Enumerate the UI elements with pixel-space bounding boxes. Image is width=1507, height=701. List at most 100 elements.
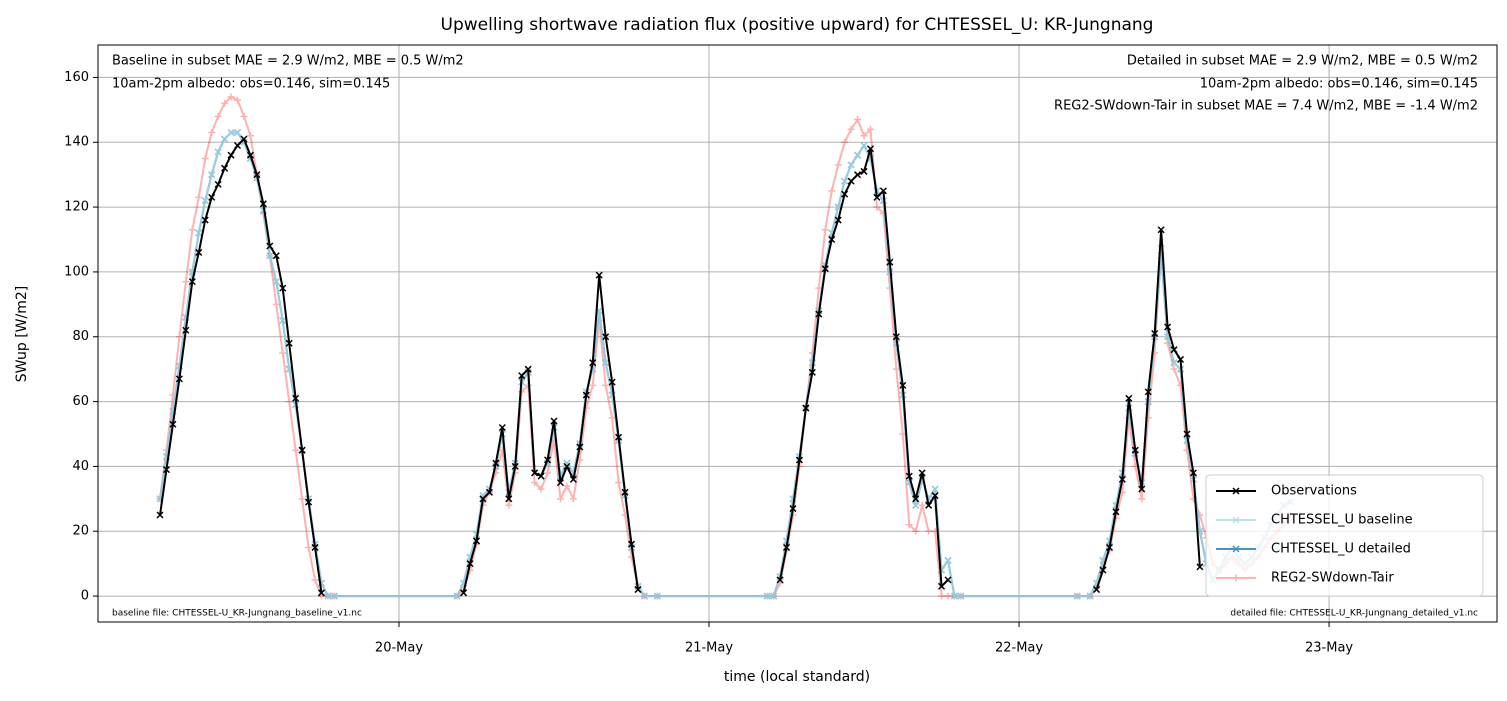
marker xyxy=(847,125,855,133)
marker xyxy=(918,501,926,509)
marker xyxy=(201,216,209,224)
marker xyxy=(1093,586,1101,594)
marker xyxy=(175,375,183,383)
marker xyxy=(214,180,222,188)
marker xyxy=(1073,592,1081,600)
marker xyxy=(866,145,875,153)
marker xyxy=(266,242,274,250)
marker xyxy=(873,203,881,211)
marker xyxy=(511,462,519,470)
marker xyxy=(518,372,526,380)
marker xyxy=(879,187,887,195)
marker xyxy=(1170,365,1178,373)
legend-label: CHTESSEL_U baseline xyxy=(1271,513,1413,528)
marker xyxy=(479,495,487,503)
marker xyxy=(841,190,849,198)
marker xyxy=(634,586,642,594)
marker xyxy=(556,479,564,487)
marker xyxy=(208,171,216,179)
marker xyxy=(1170,346,1178,354)
marker xyxy=(950,592,958,600)
y-tick-label: 60 xyxy=(72,394,89,409)
legend-box xyxy=(1205,474,1484,597)
marker xyxy=(537,472,545,480)
marker xyxy=(234,96,242,104)
marker xyxy=(188,226,196,234)
marker xyxy=(188,278,196,286)
marker xyxy=(156,511,164,519)
marker xyxy=(195,229,203,237)
marker xyxy=(246,132,254,140)
marker xyxy=(544,469,552,477)
marker xyxy=(892,333,900,341)
marker xyxy=(1189,469,1197,477)
marker xyxy=(240,135,248,143)
marker xyxy=(834,216,842,224)
marker xyxy=(912,495,920,503)
marker xyxy=(453,592,461,600)
marker xyxy=(175,333,183,341)
marker xyxy=(938,582,946,590)
series-line xyxy=(159,138,1201,594)
marker xyxy=(925,501,933,509)
marker xyxy=(763,592,771,600)
annotation: 10am-2pm albedo: obs=0.146, sim=0.145 xyxy=(1200,77,1478,92)
marker xyxy=(918,469,926,477)
legend-label: CHTESSEL_U detailed xyxy=(1271,542,1411,557)
y-axis-label: SWup [W/m2] xyxy=(14,286,30,382)
series xyxy=(156,135,1204,597)
marker xyxy=(854,171,862,179)
marker xyxy=(505,501,513,509)
marker xyxy=(957,592,965,600)
marker xyxy=(227,151,235,159)
legend-item xyxy=(1216,516,1256,524)
marker xyxy=(795,456,803,464)
marker xyxy=(595,271,603,279)
y-tick-label: 100 xyxy=(64,264,89,279)
marker xyxy=(1164,323,1172,331)
x-tick-label: 21-May xyxy=(685,641,733,656)
marker xyxy=(221,99,229,107)
marker xyxy=(272,278,280,286)
marker xyxy=(460,589,468,597)
marker xyxy=(828,235,836,244)
marker xyxy=(615,479,623,487)
marker xyxy=(899,381,907,389)
marker xyxy=(305,543,313,551)
marker xyxy=(1170,359,1178,367)
marker xyxy=(1112,508,1120,516)
marker xyxy=(602,333,610,341)
marker xyxy=(298,446,306,454)
marker xyxy=(866,125,874,133)
marker xyxy=(1138,495,1146,503)
y-tick-label: 0 xyxy=(81,589,89,604)
marker xyxy=(550,417,558,425)
legend-item xyxy=(1216,487,1256,495)
marker xyxy=(576,443,584,451)
marker xyxy=(221,164,229,172)
marker xyxy=(1118,475,1126,483)
marker xyxy=(621,488,629,496)
marker xyxy=(1125,394,1133,402)
marker xyxy=(789,505,797,513)
marker xyxy=(524,365,532,373)
marker xyxy=(285,398,293,406)
marker xyxy=(208,129,216,137)
marker xyxy=(214,112,222,120)
marker xyxy=(233,128,242,137)
legend-marker xyxy=(1232,516,1240,524)
marker xyxy=(279,349,287,357)
marker xyxy=(317,589,326,597)
y-tick-label: 80 xyxy=(72,329,89,344)
marker xyxy=(195,193,203,201)
y-tick-label: 160 xyxy=(64,70,89,85)
marker xyxy=(298,495,306,503)
marker xyxy=(1196,563,1204,571)
marker xyxy=(802,404,810,412)
marker xyxy=(615,433,623,441)
marker xyxy=(292,394,300,402)
marker xyxy=(828,187,836,195)
marker xyxy=(466,560,474,568)
legend-marker xyxy=(1232,545,1240,553)
